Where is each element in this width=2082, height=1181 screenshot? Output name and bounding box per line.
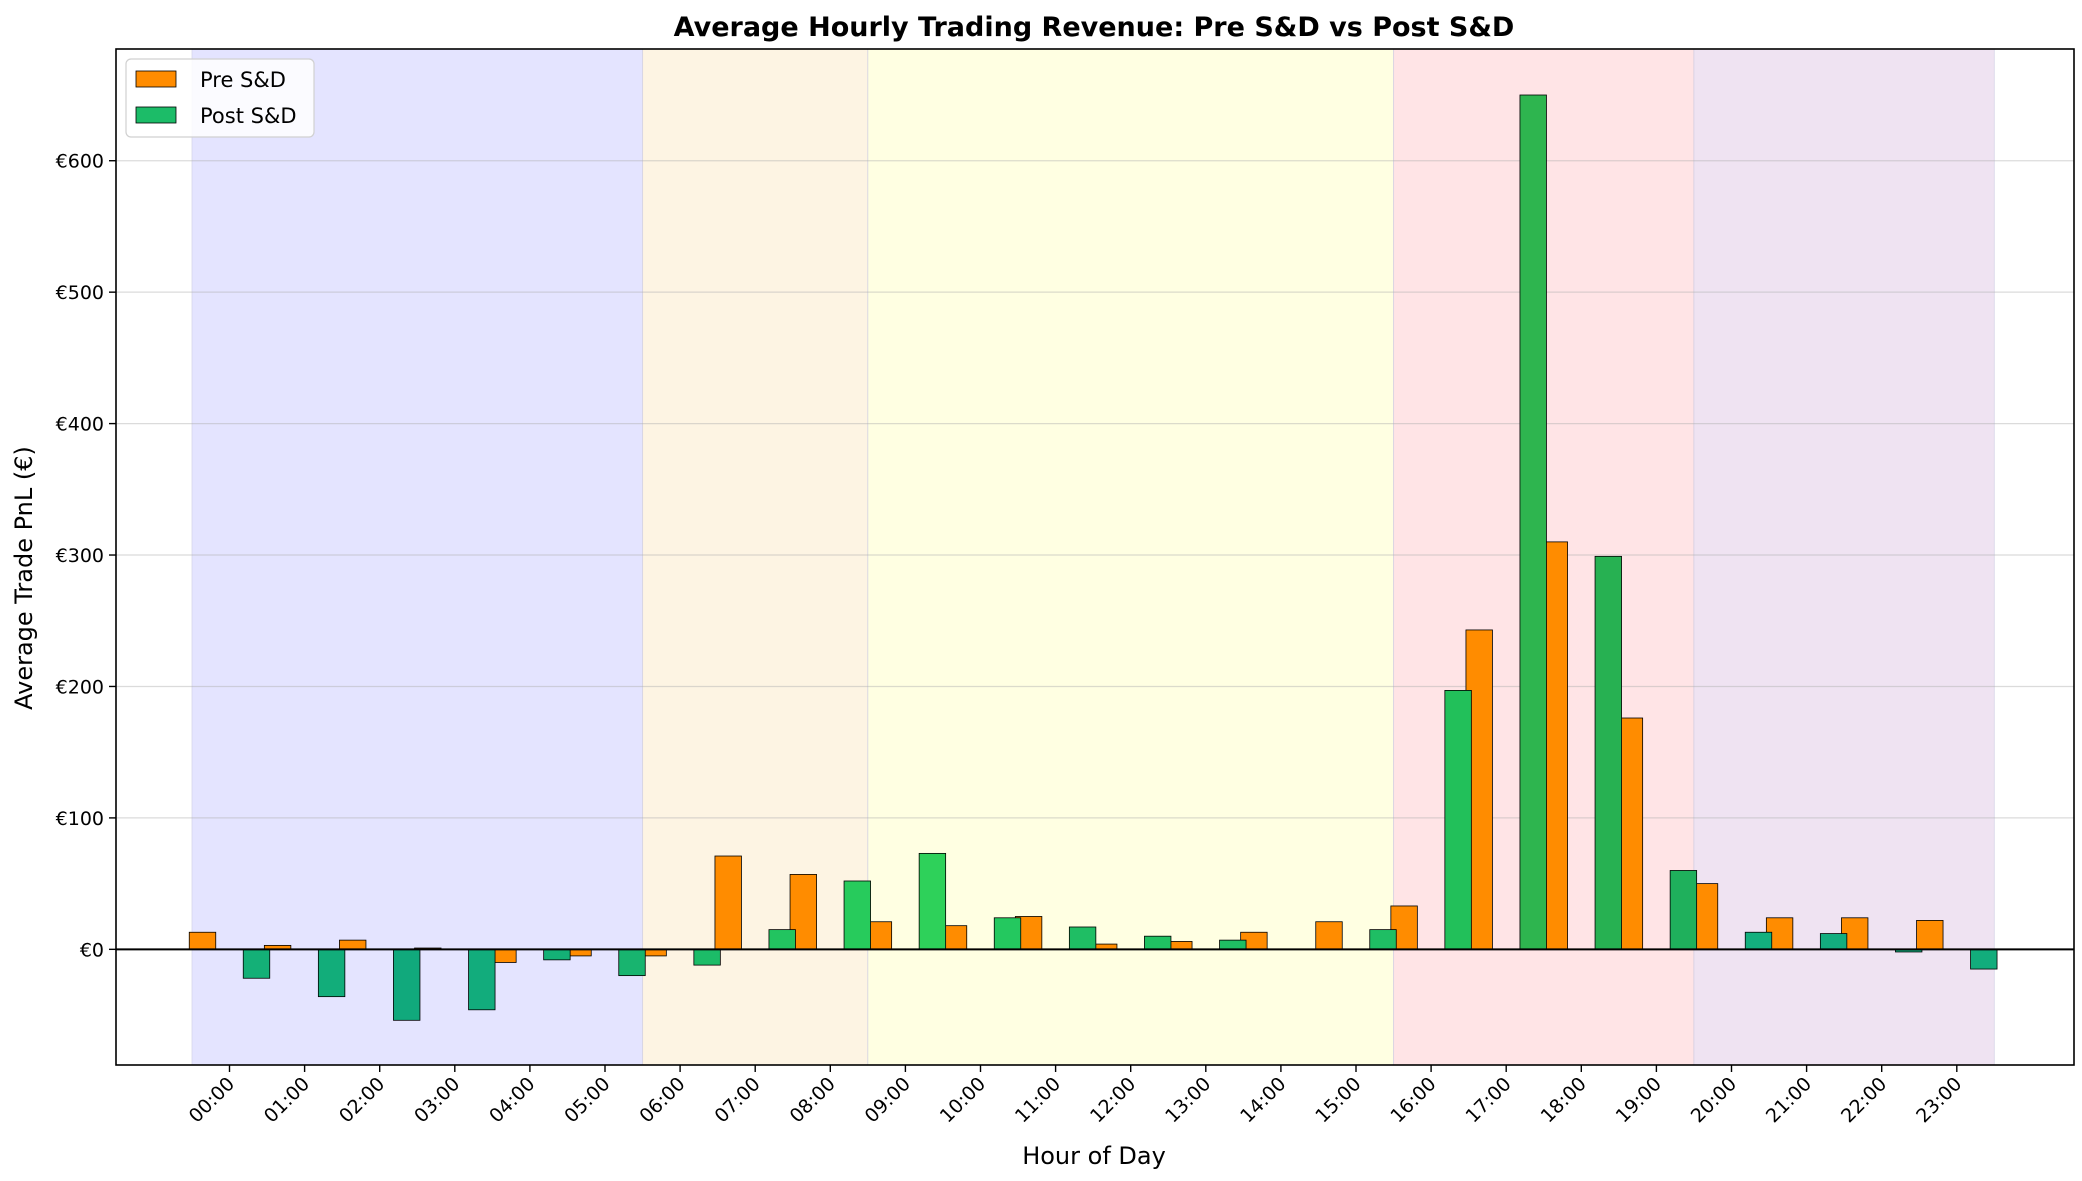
bar-post xyxy=(1219,939,1247,950)
x-tick-label: 07:00 xyxy=(710,1073,764,1127)
x-axis-ticks: 00:00 01:00 02:00 03:00 04:00 05:00 06:00 07:00… xyxy=(185,1065,1966,1127)
y-tick-label: €500 xyxy=(56,282,104,304)
x-tick-label: 22:00 xyxy=(1837,1073,1891,1127)
x-tick-label: 19:00 xyxy=(1612,1073,1666,1127)
bar-post xyxy=(993,917,1022,950)
x-tick-label: 09:00 xyxy=(861,1073,915,1127)
bar-post xyxy=(1669,870,1698,950)
bar-pre xyxy=(188,931,217,950)
bar-post xyxy=(393,948,421,1021)
bar-post xyxy=(768,929,796,950)
y-tick-label: €600 xyxy=(56,151,104,173)
bar-pre xyxy=(339,939,367,950)
bar-post xyxy=(1444,690,1472,950)
time-period-bands xyxy=(191,48,1995,1066)
y-tick-label: €200 xyxy=(56,676,104,698)
band-0 xyxy=(191,48,644,1066)
x-tick-label: 04:00 xyxy=(485,1073,539,1127)
bar-post xyxy=(843,880,871,950)
band-4 xyxy=(1693,48,1995,1066)
x-tick-label: 16:00 xyxy=(1386,1073,1440,1127)
bar-post xyxy=(468,948,496,1011)
legend-label-post: Post S&D xyxy=(200,104,297,128)
bar-post xyxy=(618,948,646,977)
bar-post xyxy=(1144,935,1172,950)
x-tick-label: 18:00 xyxy=(1537,1073,1591,1127)
bar-post xyxy=(1744,931,1773,950)
x-tick-label: 13:00 xyxy=(1161,1073,1215,1127)
legend-label-pre: Pre S&D xyxy=(200,68,286,92)
x-tick-label: 15:00 xyxy=(1311,1073,1365,1127)
band-2 xyxy=(867,48,1395,1066)
x-tick-label: 01:00 xyxy=(260,1073,314,1127)
y-tick-label: €100 xyxy=(56,808,104,830)
bar-post xyxy=(317,948,346,998)
x-axis-label: Hour of Day xyxy=(1022,1142,1166,1170)
x-tick-label: 11:00 xyxy=(1011,1073,1065,1127)
bar-pre xyxy=(1315,921,1343,950)
y-tick-label: €400 xyxy=(56,414,104,436)
bar-post xyxy=(1519,94,1547,950)
bar-post xyxy=(693,948,721,966)
legend-swatch-pre xyxy=(135,70,177,88)
band-1 xyxy=(642,48,869,1066)
legend-swatch-post xyxy=(135,106,177,124)
bar-post xyxy=(1594,555,1622,950)
bar-post xyxy=(1970,948,1998,970)
bar-post xyxy=(1369,929,1397,950)
legend: Pre S&D Post S&D xyxy=(125,58,315,138)
plot-frame xyxy=(115,48,2075,1066)
chart-title: Average Hourly Trading Revenue: Pre S&D … xyxy=(674,12,1515,43)
bar-post xyxy=(1068,926,1097,950)
y-axis-label: Average Trade PnL (€) xyxy=(10,446,38,710)
x-tick-label: 17:00 xyxy=(1461,1073,1515,1127)
bar-post xyxy=(1819,933,1848,950)
x-tick-label: 23:00 xyxy=(1912,1073,1966,1127)
post-series-bars xyxy=(242,94,1998,1021)
x-tick-label: 00:00 xyxy=(185,1073,239,1127)
bar-post xyxy=(543,948,571,961)
bar-pre xyxy=(714,855,742,950)
x-tick-label: 06:00 xyxy=(635,1073,689,1127)
x-tick-label: 02:00 xyxy=(335,1073,389,1127)
x-tick-label: 03:00 xyxy=(410,1073,464,1127)
y-tick-label: €0 xyxy=(80,939,104,961)
x-tick-label: 14:00 xyxy=(1236,1073,1290,1127)
x-tick-label: 05:00 xyxy=(560,1073,614,1127)
y-axis-ticks: €0 €100 €200 €300 €400 €500 €600 xyxy=(56,151,116,961)
x-tick-label: 21:00 xyxy=(1762,1073,1816,1127)
bar-post xyxy=(242,948,271,979)
bar-post xyxy=(918,852,947,950)
x-tick-label: 10:00 xyxy=(936,1073,990,1127)
x-tick-label: 12:00 xyxy=(1086,1073,1140,1127)
bar-pre xyxy=(1916,920,1944,950)
x-tick-label: 20:00 xyxy=(1687,1073,1741,1127)
y-tick-label: €300 xyxy=(56,545,104,567)
x-tick-label: 08:00 xyxy=(786,1073,840,1127)
